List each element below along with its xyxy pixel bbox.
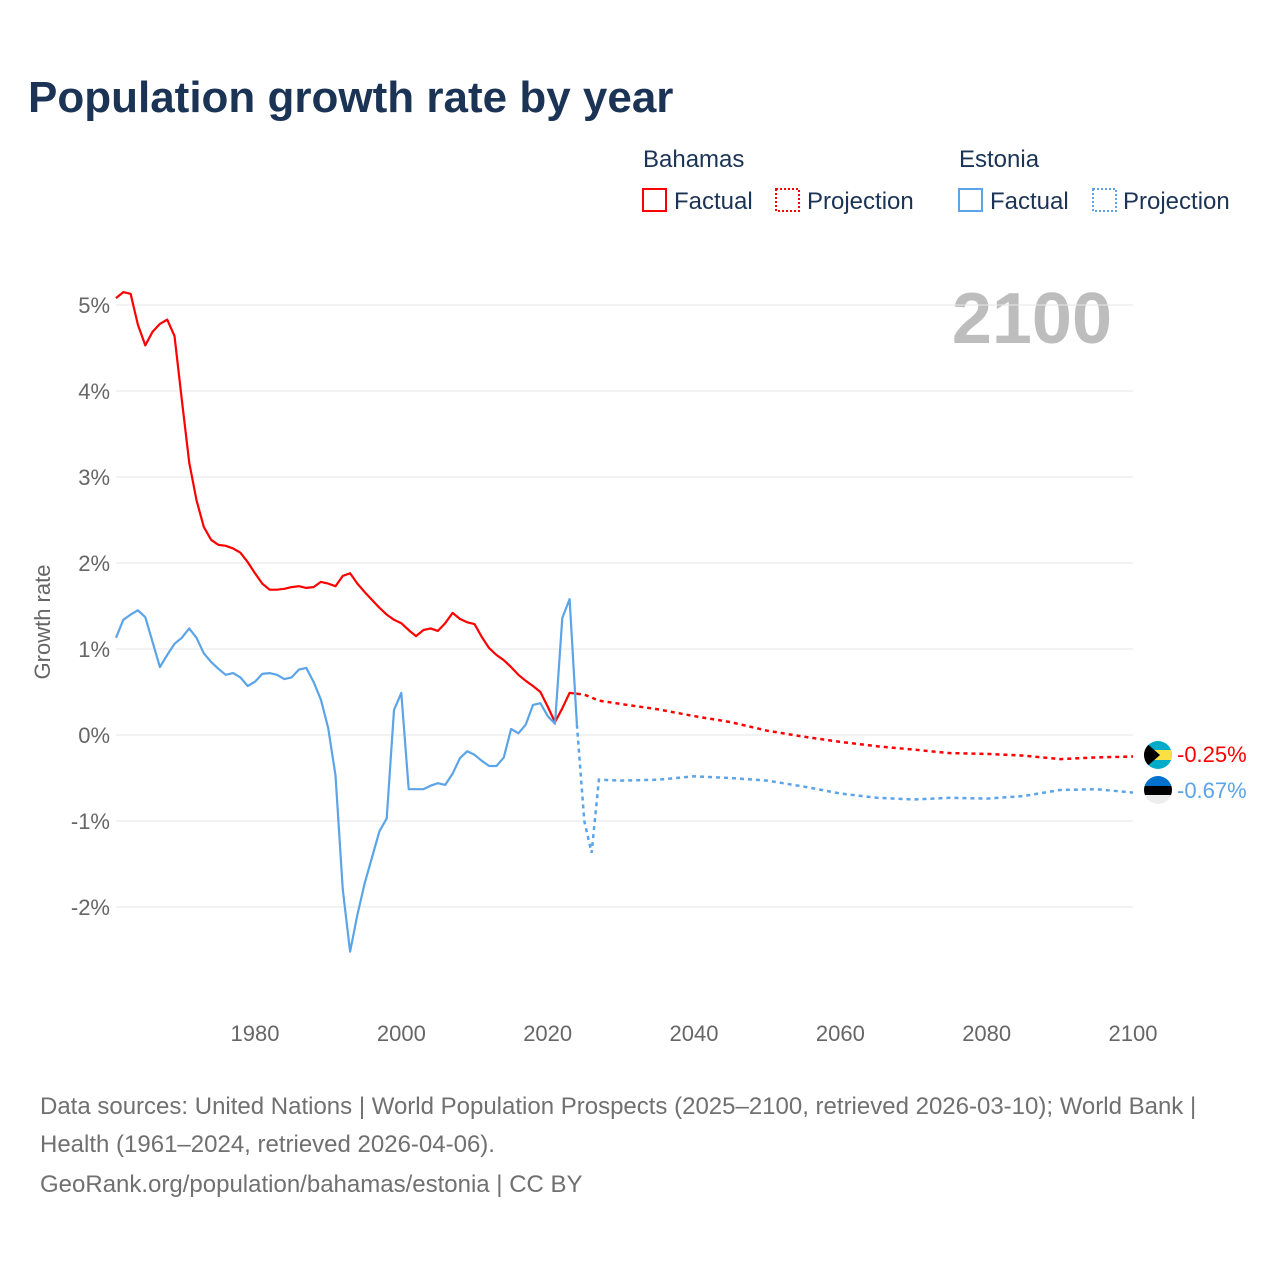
x-tick-label: 2020: [523, 1021, 572, 1046]
x-axis-ticks: 1980 2000 2020 2040 2060 2080 2100: [231, 1021, 1158, 1046]
bahamas-end-label: -0.25%: [1177, 742, 1247, 767]
x-tick-label: 2000: [377, 1021, 426, 1046]
y-tick-label: 3%: [78, 465, 110, 490]
footer: Data sources: United Nations | World Pop…: [40, 1088, 1240, 1204]
y-tick-label: -2%: [71, 895, 110, 920]
legend-swatch-estonia-factual[interactable]: [958, 188, 983, 212]
legend-swatch-estonia-projection[interactable]: [1092, 188, 1117, 212]
y-tick-label: -1%: [71, 809, 110, 834]
gridlines: [116, 304, 1133, 908]
bahamas-projection-line: [576, 692, 1134, 761]
legend-label-estonia-factual[interactable]: Factual: [990, 188, 1069, 215]
legend-label-bahamas-factual[interactable]: Factual: [674, 188, 753, 215]
legend-label-estonia-projection[interactable]: Projection: [1123, 188, 1230, 215]
estonia-flag-icon: [1144, 776, 1172, 804]
y-axis-ticks: 5% 4% 3% 2% 1% 0% -1% -2%: [71, 293, 110, 920]
y-tick-label: 0%: [78, 723, 110, 748]
legend-group-estonia: Estonia: [959, 146, 1040, 173]
bahamas-flag-icon: [1144, 741, 1172, 769]
estonia-projection-line: [575, 724, 1134, 854]
data-sources: Data sources: United Nations | World Pop…: [40, 1093, 1197, 1158]
legend-group-bahamas: Bahamas: [643, 146, 744, 173]
legend-label-bahamas-projection[interactable]: Projection: [807, 188, 914, 215]
y-tick-label: 5%: [78, 293, 110, 318]
y-tick-label: 2%: [78, 551, 110, 576]
x-tick-label: 1980: [231, 1021, 280, 1046]
x-tick-label: 2100: [1109, 1021, 1158, 1046]
chart-title: Population growth rate by year: [28, 73, 673, 122]
x-tick-label: 2040: [670, 1021, 719, 1046]
year-indicator: 2100: [952, 279, 1112, 359]
series-lines: [114, 291, 1134, 953]
attribution: GeoRank.org/population/bahamas/estonia |…: [40, 1171, 583, 1198]
estonia-end-label: -0.67%: [1177, 778, 1247, 803]
bahamas-factual-line: [115, 291, 578, 724]
legend-swatch-bahamas-factual[interactable]: [642, 188, 667, 212]
x-tick-label: 2060: [816, 1021, 865, 1046]
y-tick-label: 1%: [78, 637, 110, 662]
estonia-factual-line: [114, 597, 578, 953]
legend-swatch-bahamas-projection[interactable]: [775, 188, 800, 212]
x-tick-label: 2080: [962, 1021, 1011, 1046]
y-tick-label: 4%: [78, 379, 110, 404]
legend: Bahamas Factual Projection Estonia Factu…: [642, 146, 1230, 215]
y-axis-label: Growth rate: [30, 565, 55, 680]
